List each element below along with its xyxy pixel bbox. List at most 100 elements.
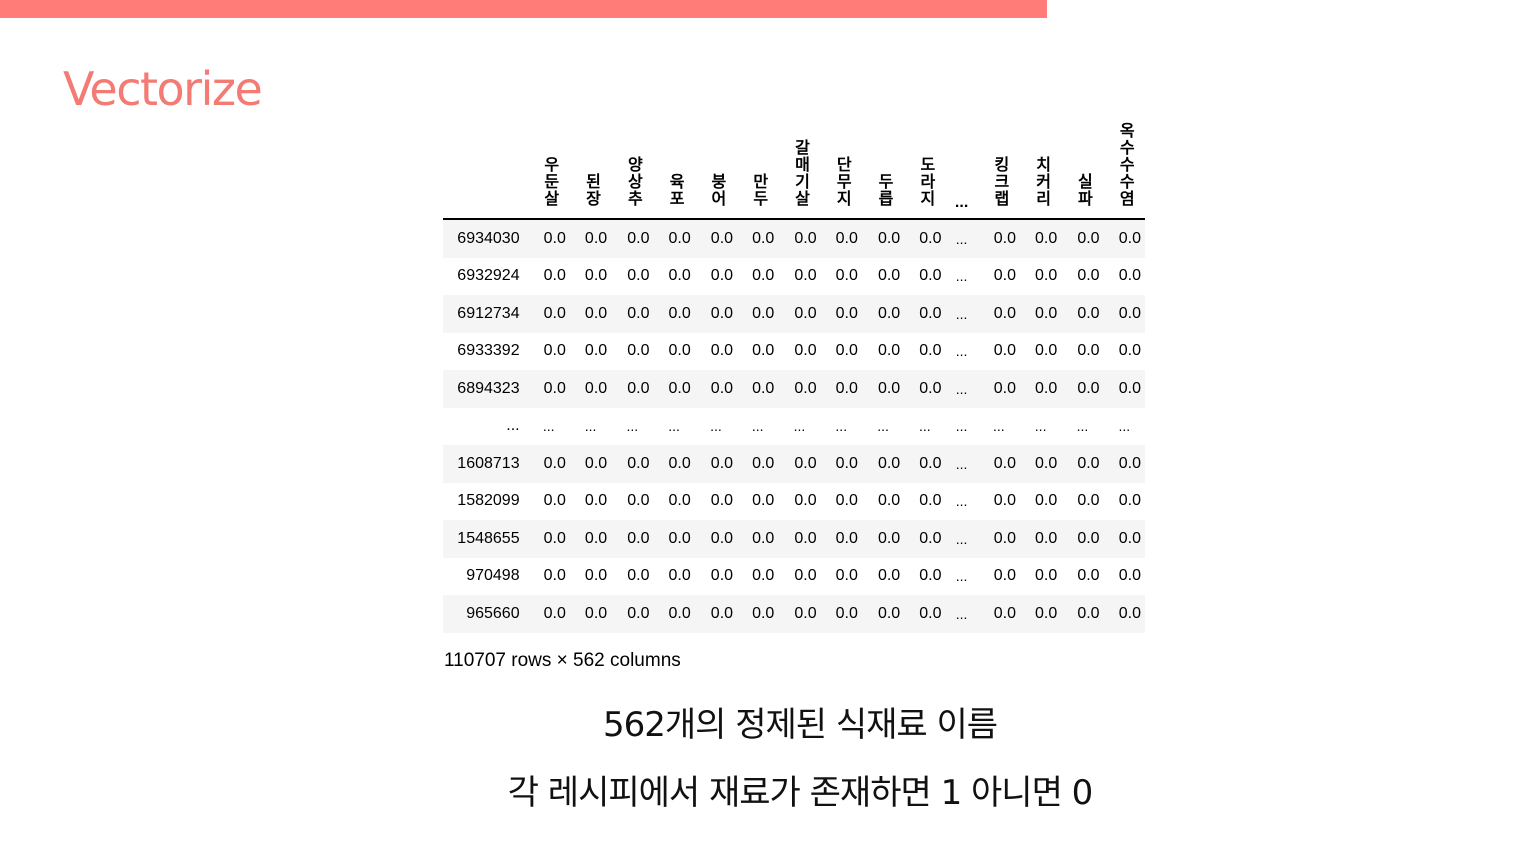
- table-cell: ...: [835, 418, 848, 435]
- table-cell: 0.0: [710, 304, 734, 322]
- column-header: 육포: [653, 86, 695, 220]
- table-cell: 0.0: [794, 604, 817, 622]
- column-header: 우둔살: [527, 86, 570, 220]
- table-cell: ...: [955, 418, 968, 435]
- table-cell: ...: [955, 493, 968, 510]
- table-cell: 0.0: [668, 229, 691, 247]
- table-cell: 0.0: [668, 492, 691, 510]
- table-cell: 0.0: [668, 267, 691, 285]
- table-cell: 0.0: [877, 567, 901, 585]
- table-cell: 0.0: [1118, 267, 1141, 285]
- table-cell: 0.0: [668, 379, 691, 397]
- table-cell: 0.0: [835, 379, 858, 397]
- table-cell: 0.0: [627, 342, 650, 360]
- column-header-label: 단무지: [833, 156, 851, 207]
- table-cell: 0.0: [919, 229, 942, 247]
- top-accent-bar: [0, 0, 1047, 18]
- table-body: 6934030 0.0 0.0 0.0 0.0 0.0 0.0 0.0 0.0 0.0 0.0...…: [443, 219, 1145, 633]
- table-cell: 0.0: [543, 492, 566, 510]
- table-cell: 0.0: [752, 604, 775, 622]
- table-row: 1582099 0.0 0.0 0.0 0.0 0.0 0.0 0.0 0.0 0.0 0.0...…: [443, 483, 1145, 521]
- table-cell: 0.0: [794, 304, 817, 322]
- table-cell: 0.0: [710, 454, 734, 472]
- caption-line-1: 562개의 정제된 식재료 이름: [602, 705, 998, 745]
- table-row: 6933392 0.0 0.0 0.0 0.0 0.0 0.0 0.0 0.0 0.0 0.0...…: [443, 333, 1145, 371]
- table-cell: 0.0: [543, 304, 566, 322]
- table-cell: 0.0: [835, 304, 858, 322]
- table-cell: 0.0: [627, 492, 650, 510]
- table-cell: 0.0: [752, 379, 775, 397]
- table-cell: 0.0: [794, 379, 817, 397]
- table-cell: 0.0: [835, 342, 858, 360]
- column-header-label: 만두: [749, 173, 767, 207]
- table-cell: ...: [668, 418, 680, 435]
- table-cell: 0.0: [1077, 379, 1100, 397]
- table-row: 6894323 0.0 0.0 0.0 0.0 0.0 0.0 0.0 0.0 0.0 0.0...…: [443, 370, 1145, 408]
- column-header-label: 실파: [1074, 173, 1092, 207]
- table-cell: 0.0: [710, 267, 734, 285]
- table-cell: 0.0: [794, 529, 817, 547]
- table-cell: 0.0: [993, 342, 1016, 360]
- table-row: 970498 0.0 0.0 0.0 0.0 0.0 0.0 0.0 0.0 0.0 0.0... 0…: [443, 558, 1145, 596]
- table-cell: 0.0: [993, 267, 1016, 285]
- table-cell: 0.0: [668, 454, 691, 472]
- table-cell: 0.0: [543, 267, 566, 285]
- column-header: 단무지: [820, 86, 862, 220]
- table-cell: 0.0: [627, 304, 650, 322]
- column-header: 치커리: [1020, 86, 1062, 220]
- table-cell: 0.0: [993, 529, 1016, 547]
- table-cell: 0.0: [993, 454, 1016, 472]
- table-cell: 0.0: [877, 604, 901, 622]
- table-cell: 0.0: [835, 229, 858, 247]
- table-row: 1608713 0.0 0.0 0.0 0.0 0.0 0.0 0.0 0.0 0.0 0.0...…: [443, 445, 1145, 483]
- column-header: 양상추: [611, 86, 654, 220]
- row-index: 965660: [466, 604, 520, 622]
- table-cell: 0.0: [835, 492, 858, 510]
- table-cell: 0.0: [710, 567, 734, 585]
- table-cell: 0.0: [794, 492, 817, 510]
- table-cell: 0.0: [919, 604, 942, 622]
- table-cell: 0.0: [710, 229, 734, 247]
- table-cell: 0.0: [794, 454, 817, 472]
- table-cell: 0.0: [584, 267, 608, 285]
- row-index: ...: [506, 417, 520, 435]
- table-cell: 0.0: [919, 454, 942, 472]
- table-cell: 0.0: [584, 492, 608, 510]
- column-header-label: 옥수수수염: [1116, 122, 1134, 207]
- table-cell: 0.0: [1035, 267, 1058, 285]
- row-index: 1582099: [457, 492, 520, 510]
- column-header: 킹크랩: [977, 86, 1020, 220]
- table-cell: 0.0: [627, 229, 650, 247]
- table-cell: 0.0: [752, 567, 775, 585]
- table-cell: 0.0: [1077, 454, 1100, 472]
- column-header-label: ...: [954, 194, 969, 211]
- column-header: 만두: [737, 86, 779, 220]
- table-cell: 0.0: [668, 529, 691, 547]
- table-cell: 0.0: [543, 454, 566, 472]
- table-cell: 0.0: [919, 492, 942, 510]
- table-cell: ...: [955, 530, 968, 547]
- table-cell: 0.0: [1035, 342, 1058, 360]
- table-cell: 0.0: [1035, 304, 1058, 322]
- table-cell: 0.0: [1077, 229, 1100, 247]
- table-cell: 0.0: [584, 604, 608, 622]
- table-cell: 0.0: [1118, 342, 1141, 360]
- table-cell: 0.0: [877, 342, 901, 360]
- table-cell: 0.0: [794, 567, 817, 585]
- caption-line-2: 각 레시피에서 재료가 존재하면 1 아니면 0: [507, 773, 1094, 813]
- table-cell: 0.0: [919, 529, 942, 547]
- table-cell: 0.0: [543, 529, 566, 547]
- table-cell: 0.0: [1118, 229, 1141, 247]
- table-cell: ...: [751, 418, 764, 435]
- table-cell: 0.0: [627, 529, 650, 547]
- table-cell: 0.0: [1077, 304, 1100, 322]
- column-header-label: 붕어: [707, 173, 725, 207]
- table-cell: 0.0: [993, 229, 1016, 247]
- table-cell: 0.0: [1118, 529, 1141, 547]
- table-cell: ...: [955, 230, 968, 247]
- table-cell: 0.0: [584, 567, 608, 585]
- table-cell: 0.0: [710, 342, 734, 360]
- table-cell: 0.0: [1077, 567, 1100, 585]
- table-cell: 0.0: [835, 567, 858, 585]
- column-header-label: 육포: [666, 173, 684, 207]
